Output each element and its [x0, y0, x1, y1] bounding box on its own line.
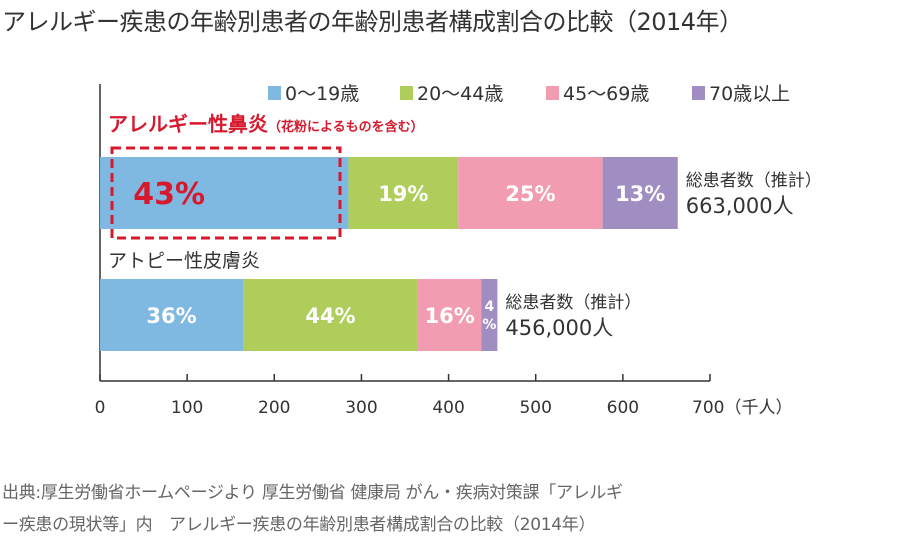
source-line-2: ー疾患の現状等」内 アレルギー疾患の年齢別患者構成割合の比較（2014年） — [2, 515, 596, 535]
legend-label: 20〜44歳 — [417, 83, 503, 105]
x-tick-label: 300 — [345, 398, 377, 418]
segment-label: 36% — [146, 304, 196, 328]
legend-swatch — [546, 86, 559, 100]
legend-label: 45〜69歳 — [563, 83, 649, 105]
bar-segment — [100, 279, 244, 351]
legend-label: 0〜19歳 — [285, 83, 359, 105]
chart-title: アレルギー疾患の年齢別患者の年齢別患者構成割合の比較（2014年） — [2, 8, 743, 36]
chart: 0 100 200 300 400 500 600 700（千人） 0〜19歳 20〜44歳 45〜… — [95, 83, 822, 418]
segment-label: 25% — [505, 182, 555, 206]
segment-label: 16% — [425, 304, 475, 328]
x-tick-label: 100 — [171, 398, 203, 418]
bar-segment — [481, 279, 498, 351]
legend-label: 70歳以上 — [709, 83, 790, 105]
segment-label: 44% — [305, 304, 355, 328]
bar-segment — [348, 157, 459, 229]
segment-label: 19% — [378, 182, 428, 206]
total-label: 総患者数（推計） — [505, 293, 641, 313]
total-value: 456,000人 — [505, 316, 613, 340]
x-tick-label: 200 — [258, 398, 290, 418]
legend-swatch — [692, 86, 705, 100]
segment-label: 13% — [615, 182, 665, 206]
total-label: 総患者数（推計） — [686, 171, 822, 191]
x-tick-label: 0 — [95, 398, 106, 418]
segment-label: 43% — [133, 177, 205, 212]
bar-segment — [602, 157, 678, 229]
x-tick-label: 700（千人） — [692, 398, 792, 418]
row-label: アトピー性皮膚炎 — [108, 250, 260, 272]
bar-segment — [417, 279, 482, 351]
legend-swatch — [268, 86, 281, 100]
bar-segment — [100, 157, 349, 229]
row-label: アレルギー性鼻炎（花粉によるものを含む） — [108, 112, 424, 136]
segment-label-number: 4 — [485, 299, 495, 315]
legend-swatch — [400, 86, 413, 100]
bar-segment — [243, 279, 418, 351]
highlight-dashed-box — [110, 146, 342, 240]
bar-segment — [458, 157, 603, 229]
x-tick-label: 500 — [519, 398, 551, 418]
segment-label-unit: % — [482, 317, 496, 333]
total-value: 663,000人 — [686, 194, 794, 218]
source-line-1: 出典:厚生労働省ホームページより 厚生労働省 健康局 がん・疾病対策課「アレルギ — [2, 483, 623, 503]
row-label-note: （花粉によるものを含む） — [268, 119, 424, 135]
x-tick-label: 600 — [607, 398, 639, 418]
x-tick-label: 400 — [432, 398, 464, 418]
